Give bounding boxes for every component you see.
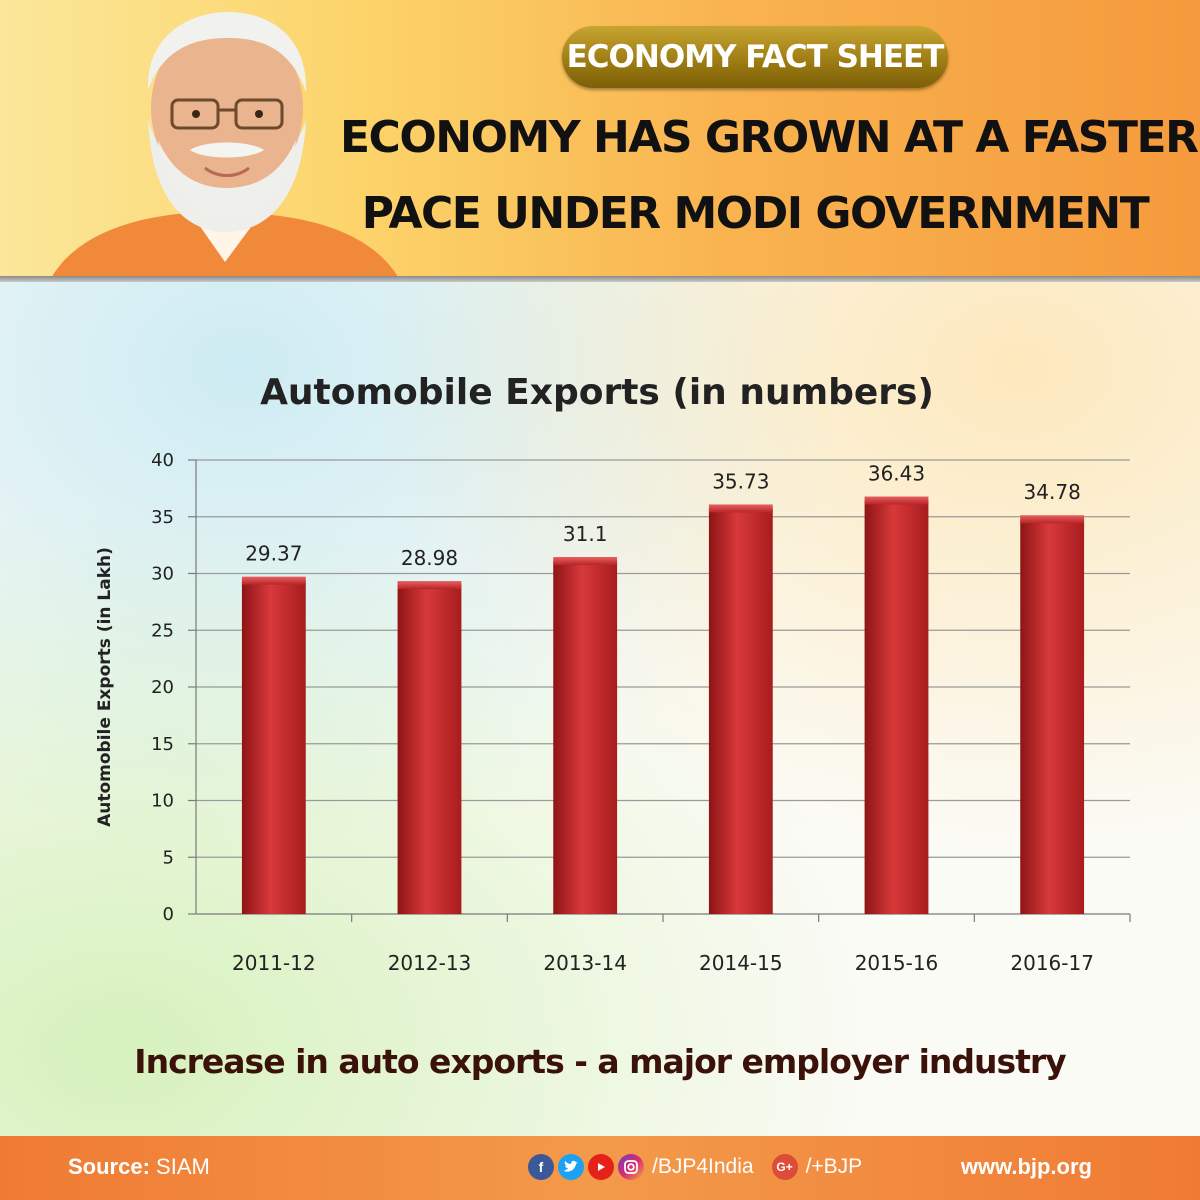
y-tick-label: 10 [151,791,174,812]
y-axis-label: Automobile Exports (in Lakh) [95,547,115,827]
data-label: 31.1 [563,522,608,546]
facebook-icon[interactable]: f [528,1154,554,1180]
fact-sheet-badge: ECONOMY FACT SHEET [562,26,948,88]
gplus-handle[interactable]: /+BJP [805,1155,863,1178]
twitter-icon[interactable] [558,1154,584,1180]
portrait-image [40,0,410,280]
page-title: ECONOMY HAS GROWN AT A FASTER PACE UNDER… [340,100,1199,252]
headline-line-1: ECONOMY HAS GROWN AT A FASTER [340,112,1199,163]
google-plus-icon[interactable]: G+ [771,1154,798,1180]
social-handle[interactable]: /BJP4India [652,1155,754,1178]
grid-lines [188,459,1131,922]
x-tick-label: 2011-12 [232,951,316,975]
bar-cap [241,576,306,585]
header-divider [0,276,1200,282]
bar [1020,519,1085,914]
y-tick-label: 40 [151,450,174,471]
data-label: 28.98 [401,546,458,570]
social-links: f /BJP4India G+ /+BJP [528,1152,880,1182]
bar-cap [708,504,773,513]
badge-label: ECONOMY FACT SHEET [566,39,945,75]
bar-cap [864,496,929,505]
chart-panel: Automobile Exports (in numbers) Automobi… [0,282,1200,1136]
website-link[interactable]: www.bjp.org [960,1154,1092,1179]
bar [553,561,618,914]
bar [708,508,773,914]
bar-chart: Automobile Exports (in numbers) Automobi… [95,372,1131,975]
footer-bar: Source: SIAM f /BJP4India G+ /+BJP www.b… [0,1136,1200,1200]
instagram-icon[interactable] [618,1154,644,1180]
y-tick-label: 30 [151,564,174,585]
x-tick-label: 2013-14 [543,951,627,975]
bar [864,500,929,914]
chart-title: Automobile Exports (in numbers) [260,372,934,413]
data-label: 35.73 [712,469,769,493]
y-tick-label: 0 [163,904,174,925]
data-label: 34.78 [1024,480,1081,504]
source-label: Source: [68,1154,150,1179]
bars [241,496,1085,914]
y-axis-ticks: 0 5 10 15 20 25 30 35 40 [151,450,174,925]
y-tick-label: 20 [151,677,174,698]
headline-line-2: PACE UNDER MODI GOVERNMENT [361,188,1150,239]
source-value: SIAM [156,1154,210,1179]
source-credit: Source: SIAM [68,1154,210,1180]
x-tick-label: 2015-16 [855,951,939,975]
x-tick-label: 2016-17 [1010,951,1094,975]
bar [397,585,462,914]
x-tick-label: 2014-15 [699,951,783,975]
bar-cap [553,557,618,566]
data-labels: 29.37 28.98 31.1 35.73 36.43 34.78 [245,462,1081,571]
x-tick-label: 2012-13 [388,951,472,975]
data-label: 36.43 [868,462,925,486]
chart-caption: Increase in auto exports - a major emplo… [134,1042,1066,1081]
y-tick-label: 15 [151,734,174,755]
bar [241,580,306,914]
data-label: 29.37 [245,542,302,566]
x-axis-ticks: 2011-12 2012-13 2013-14 2014-15 2015-16 2016-… [232,951,1094,975]
bar-cap [1020,515,1085,524]
youtube-icon[interactable] [588,1154,614,1180]
y-tick-label: 35 [151,507,174,528]
header-banner: ECONOMY FACT SHEET ECONOMY HAS GROWN AT … [0,0,1200,280]
bar-cap [397,581,462,590]
y-tick-label: 25 [151,620,174,641]
y-tick-label: 5 [163,847,174,868]
